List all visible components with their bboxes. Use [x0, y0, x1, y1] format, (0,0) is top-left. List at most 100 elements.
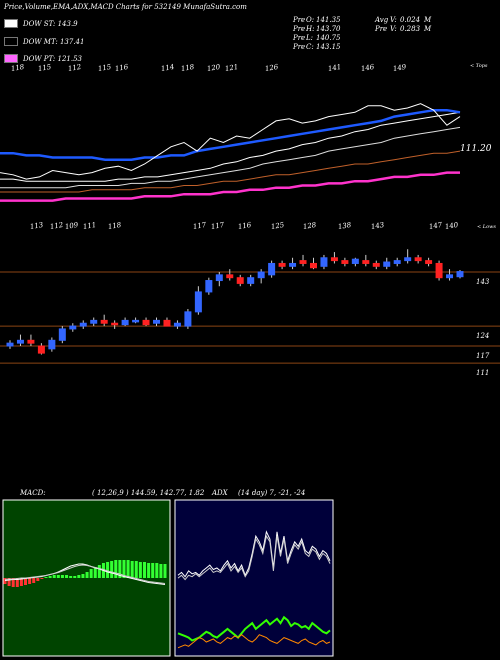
top-label: 146 [360, 63, 375, 73]
level-label: 124 [476, 332, 489, 340]
top-label: 121 [224, 63, 239, 73]
candle-body [299, 260, 307, 264]
legend-label: DOW MT: [23, 37, 58, 46]
legend-value: 121.53 [57, 54, 83, 63]
legend-swatch-white [4, 19, 18, 28]
candle-body [153, 319, 161, 324]
low-label: 116 [237, 221, 252, 231]
top-label: 126 [264, 63, 279, 73]
low-label: 143 [370, 221, 385, 231]
top-label: 118 [180, 63, 195, 73]
candle-body [446, 274, 454, 279]
macd-values: ( 12,26,9 ) 144.59, 142.77, 1.82 [92, 489, 205, 497]
stat-label: Avg [374, 16, 389, 24]
stat-value: 140.75 [316, 34, 341, 42]
candle-body [383, 261, 391, 267]
low-label: 140 [444, 221, 459, 231]
stat-value: 143.15 [316, 43, 341, 51]
adx-secondary-line [177, 634, 331, 649]
tops-label: < Tops [470, 63, 488, 69]
top-label: 149 [392, 63, 407, 73]
lows-label: < Lows [477, 224, 496, 230]
top-label: 115 [37, 63, 52, 73]
legend-label: DOW PT: [23, 54, 56, 63]
low-label: 112 [49, 221, 64, 231]
low-label: 109 [64, 221, 79, 231]
candle-body [257, 271, 265, 279]
candle-body [425, 260, 433, 264]
low-label: 111 [82, 221, 97, 231]
top-label: 112 [67, 63, 82, 73]
level-label: 117 [476, 352, 490, 360]
top-label: 116 [114, 63, 129, 73]
ema-white-line [0, 126, 461, 189]
macd-title: MACD: [19, 489, 46, 497]
candle-body [48, 339, 56, 350]
candle-body [111, 322, 119, 326]
low-label: 113 [29, 221, 44, 231]
adx-values: (14 day) 7, -21, -24 [238, 489, 305, 497]
legend-value: 137.41 [59, 37, 85, 46]
candle-body [414, 257, 422, 262]
candle-body [236, 277, 244, 284]
candle-body [27, 339, 35, 344]
adx-title: ADX [211, 489, 229, 497]
candle-body [173, 322, 181, 327]
candle-body [330, 257, 338, 262]
stat-unit: M [423, 16, 432, 24]
candle-body [404, 257, 412, 262]
candle-body [268, 262, 276, 276]
candle-body [289, 262, 297, 267]
candle-body [58, 328, 66, 341]
candle-body [90, 319, 98, 324]
stat-value: 0.024 [400, 16, 420, 24]
low-label: 118 [107, 221, 122, 231]
candle-body [6, 342, 14, 347]
legend-swatch-black [4, 37, 18, 46]
top-label: 118 [10, 63, 25, 73]
stat-key: H: [305, 25, 314, 33]
low-label: 117 [192, 221, 207, 231]
ema-blue-line [0, 108, 461, 161]
legend-dow-mt: DOW MT: 137.41 [4, 37, 84, 46]
stat-value: 143.70 [316, 25, 341, 33]
candle-body [142, 319, 150, 326]
low-label: 138 [337, 221, 352, 231]
candle-body [69, 325, 77, 330]
top-label: 115 [97, 63, 112, 73]
candle-body [100, 319, 108, 324]
stat-unit: M [423, 25, 432, 33]
stat-label: Pre [292, 43, 305, 51]
low-label: 117 [210, 221, 225, 231]
candle-body [341, 260, 349, 264]
candle-body [309, 262, 317, 269]
top-label: 120 [206, 63, 221, 73]
candle-body [132, 319, 140, 323]
low-label: 128 [302, 221, 317, 231]
adx-line [177, 615, 331, 642]
candle-body [184, 311, 192, 327]
candle-body [194, 291, 202, 313]
level-label: 111 [476, 369, 489, 377]
candle-body [163, 319, 171, 327]
candle-body [247, 277, 255, 284]
candle-body [351, 258, 359, 264]
legend-label: DOW ST: [23, 19, 56, 28]
ema-magenta-line [0, 171, 460, 202]
candle-body [320, 257, 328, 267]
adx-di-minus-line [177, 534, 331, 581]
legend-value: 143.9 [57, 19, 78, 28]
stat-key: C: [306, 43, 314, 51]
legend-dow-st: DOW ST: 143.9 [4, 19, 78, 28]
candle-body [215, 274, 223, 282]
macd-signal-line [4, 564, 166, 584]
legend-dow-pt: DOW PT: 121.53 [4, 54, 82, 63]
candle-body [393, 260, 401, 264]
legend-swatch-magenta [4, 54, 18, 63]
chart-title: Price,Volume,EMA,ADX,MACD Charts for 532… [4, 3, 247, 11]
candle-body [16, 339, 24, 344]
stat-key: V: [390, 25, 397, 33]
low-label: 147 [428, 221, 443, 231]
